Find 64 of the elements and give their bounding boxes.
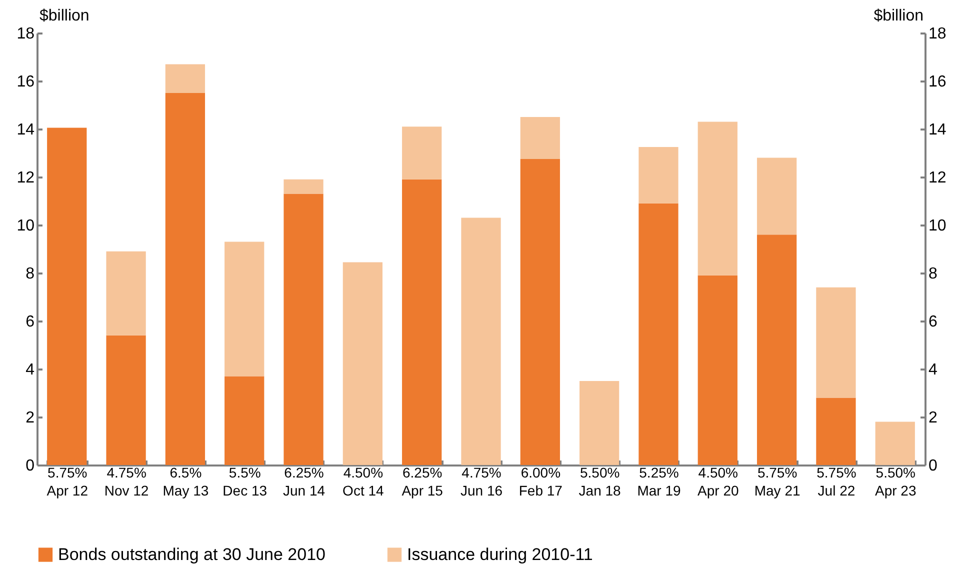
x-tick-label: 6.25% Jun 14 — [282, 464, 326, 498]
bar — [284, 179, 324, 194]
bar — [342, 262, 382, 465]
y-tick-label: 2 — [26, 410, 35, 426]
y-tick-label: 8 — [26, 266, 35, 282]
bar — [402, 126, 442, 180]
bar — [875, 422, 915, 465]
x-tick-label: 4.50% Apr 20 — [698, 464, 739, 498]
bar — [816, 398, 856, 465]
bar — [402, 179, 442, 465]
bar — [224, 242, 264, 376]
x-tick-label: 4.50% Oct 14 — [342, 464, 384, 498]
x-tick-label: 5.75% May 21 — [754, 464, 800, 498]
x-tick-label: 5.25% Mar 19 — [637, 464, 681, 498]
x-tick-label: 4.75% Jun 16 — [460, 464, 503, 498]
bar — [520, 159, 560, 465]
y2-axis-title: $billion — [874, 8, 924, 24]
bar — [756, 234, 797, 465]
x-tick-label: 5.50% Jan 18 — [578, 464, 622, 498]
x-tick-label: 5.50% Apr 23 — [875, 464, 916, 498]
y2-tick-label: 8 — [928, 266, 938, 282]
x-tick-label: 5.5% Dec 13 — [222, 464, 268, 498]
y2-tick-label: 18 — [928, 26, 946, 42]
bar — [520, 117, 560, 159]
bar — [698, 275, 738, 465]
bar — [638, 203, 678, 465]
y-tick-label: 18 — [16, 26, 35, 42]
x-tick-label: 5.75% Apr 12 — [46, 464, 88, 498]
x-tick-label: 5.75% Jul 22 — [816, 464, 856, 498]
bar — [816, 287, 856, 398]
bar — [106, 251, 146, 336]
legend-label: Issuance during 2010-11 — [407, 544, 593, 564]
bar — [698, 122, 738, 276]
y-tick-label: 6 — [26, 314, 35, 330]
y2-tick-label: 2 — [928, 410, 938, 426]
bar — [284, 194, 324, 465]
x-tick-label: 6.25% Apr 15 — [402, 464, 444, 498]
y2-tick-label: 14 — [928, 122, 946, 138]
y2-tick-label: 10 — [928, 218, 946, 234]
y-tick-label: 0 — [26, 458, 35, 474]
bar — [461, 218, 501, 465]
x-tick-label: 6.00% Feb 17 — [518, 464, 563, 498]
bar — [165, 93, 206, 465]
bar — [224, 376, 264, 465]
y2-tick-label: 6 — [928, 314, 938, 330]
bar — [638, 147, 678, 204]
y2-tick-label: 4 — [928, 362, 938, 378]
y2-tick-label: 16 — [928, 74, 946, 90]
y2-tick-label: 0 — [928, 458, 938, 474]
x-tick-label: 6.5% May 13 — [162, 464, 209, 498]
y-tick-label: 4 — [26, 362, 35, 378]
y-axis-title: $billion — [40, 8, 90, 24]
bar — [580, 381, 620, 465]
y-tick-label: 12 — [16, 170, 35, 186]
y-tick-label: 10 — [16, 218, 35, 234]
legend-label: Bonds outstanding at 30 June 2010 — [58, 544, 326, 564]
x-tick-label: 4.75% Nov 12 — [104, 464, 149, 498]
y-tick-label: 16 — [16, 74, 35, 90]
y-tick-label: 14 — [16, 122, 35, 138]
bar — [106, 335, 146, 465]
bar — [756, 158, 797, 235]
y2-tick-label: 12 — [928, 170, 946, 186]
bar — [165, 64, 206, 93]
bar — [47, 128, 87, 465]
